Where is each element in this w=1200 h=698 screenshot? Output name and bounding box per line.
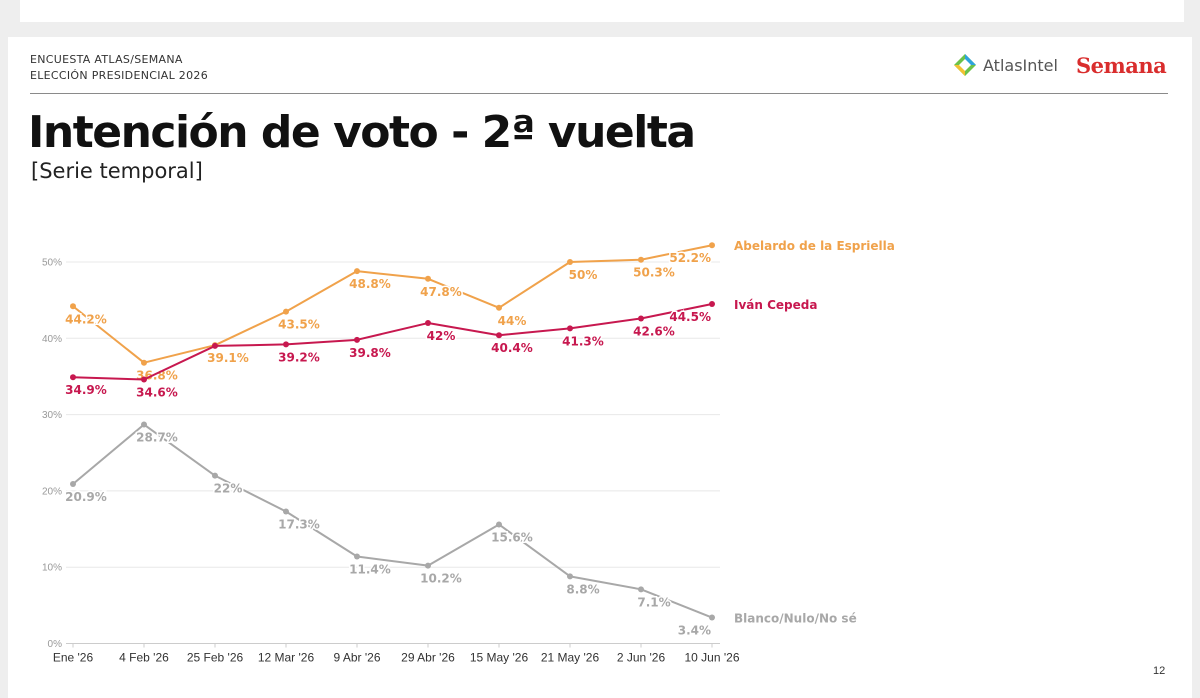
data-point: [496, 521, 502, 528]
data-point: [638, 315, 644, 322]
data-label: 7.1%: [637, 595, 670, 609]
atlasintel-logo-text: AtlasIntel: [983, 55, 1058, 75]
data-label: 15.6%: [491, 530, 533, 544]
y-tick-label: 30%: [42, 410, 62, 421]
data-label: 8.8%: [566, 582, 599, 596]
data-point: [567, 573, 573, 580]
data-point: [212, 472, 218, 479]
data-point: [496, 332, 502, 339]
data-label: 44.5%: [669, 310, 711, 324]
data-point: [709, 300, 715, 307]
data-label: 34.9%: [65, 383, 107, 397]
atlasintel-logo: AtlasIntel: [953, 53, 1058, 77]
series-name-label: Abelardo de la Espriella: [734, 239, 895, 253]
data-point: [567, 325, 573, 332]
series-line: [72, 302, 713, 381]
top-bar: [20, 0, 1184, 22]
data-label: 52.2%: [669, 251, 711, 265]
data-label: 39.8%: [349, 346, 391, 360]
x-tick-label: 25 Feb '26: [187, 651, 244, 665]
data-label: 47.8%: [420, 285, 462, 299]
data-point: [70, 374, 76, 381]
data-point: [354, 553, 360, 560]
x-tick-label: 4 Feb '26: [119, 651, 169, 665]
series-line: [72, 244, 713, 364]
x-tick-label: 12 Mar '26: [258, 651, 315, 665]
data-point: [141, 359, 147, 366]
data-label: 11.4%: [349, 563, 391, 577]
page-number: 12: [1153, 665, 1166, 677]
x-tick-label: Ene '26: [53, 651, 94, 665]
data-point: [425, 562, 431, 569]
data-point: [496, 304, 502, 311]
data-label: 39.1%: [207, 351, 249, 365]
data-label: 44%: [498, 314, 527, 328]
x-tick-label: 2 Jun '26: [617, 651, 666, 665]
data-point: [425, 320, 431, 327]
data-point: [70, 303, 76, 310]
data-label: 34.6%: [136, 386, 178, 400]
data-label: 28.7%: [136, 431, 178, 445]
data-label: 20.9%: [65, 490, 107, 504]
y-tick-label: 10%: [42, 563, 62, 574]
data-point: [638, 256, 644, 263]
data-point: [283, 308, 289, 315]
data-point: [709, 242, 715, 249]
semana-logo: Semana: [1076, 53, 1167, 78]
data-point: [141, 376, 147, 383]
survey-subtitle: ELECCIÓN PRESIDENCIAL 2026: [30, 69, 208, 82]
data-point: [709, 614, 715, 621]
x-tick-label: 10 Jun '26: [684, 651, 739, 665]
data-label: 10.2%: [420, 572, 462, 586]
data-label: 22%: [214, 482, 243, 496]
survey-name: ENCUESTA ATLAS/SEMANA: [30, 53, 183, 66]
data-label: 44.2%: [65, 312, 107, 326]
x-tick-label: 9 Abr '26: [334, 651, 381, 665]
data-point: [70, 481, 76, 488]
data-point: [425, 275, 431, 282]
series-name-label: Iván Cepeda: [734, 298, 817, 312]
data-label: 42.6%: [633, 324, 675, 338]
data-point: [141, 421, 147, 428]
data-label: 48.8%: [349, 277, 391, 291]
y-tick-label: 0%: [48, 639, 63, 650]
data-point: [567, 259, 573, 265]
chart-subtitle: [Serie temporal]: [31, 159, 203, 183]
series-name-label: Blanco/Nulo/No sé: [734, 612, 857, 626]
data-point: [354, 336, 360, 343]
data-point: [638, 586, 644, 593]
data-label: 50%: [569, 268, 598, 282]
data-label: 41.3%: [562, 334, 604, 348]
chart-title: Intención de voto - 2ª vuelta: [28, 107, 696, 158]
x-tick-label: 21 May '26: [541, 651, 600, 665]
data-point: [283, 508, 289, 515]
slide: ENCUESTA ATLAS/SEMANA ELECCIÓN PRESIDENC…: [8, 37, 1192, 698]
data-label: 50.3%: [633, 266, 675, 280]
data-label: 42%: [427, 329, 456, 343]
x-tick-label: 15 May '26: [470, 651, 529, 665]
data-label: 40.4%: [491, 341, 533, 355]
data-point: [212, 342, 218, 349]
data-point: [283, 341, 289, 348]
y-tick-label: 40%: [42, 334, 62, 345]
data-label: 43.5%: [278, 318, 320, 332]
data-label: 17.3%: [278, 518, 320, 532]
y-tick-label: 20%: [42, 486, 62, 497]
y-tick-label: 50%: [42, 258, 62, 269]
data-label: 3.4%: [678, 624, 711, 638]
series-line: [72, 423, 713, 619]
data-point: [354, 268, 360, 275]
atlasintel-icon: [954, 54, 976, 76]
x-tick-label: 29 Abr '26: [401, 651, 455, 665]
data-label: 39.2%: [278, 350, 320, 364]
header-divider: [30, 93, 1168, 94]
